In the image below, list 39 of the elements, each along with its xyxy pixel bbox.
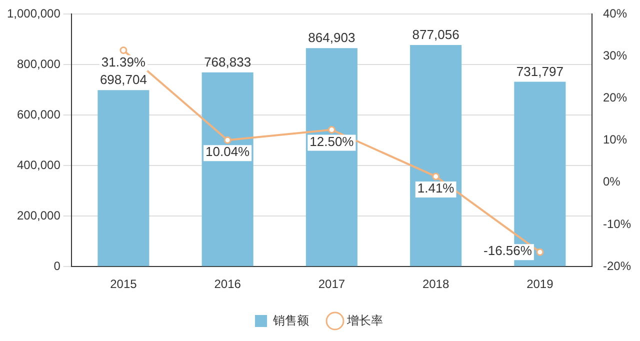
data-label: 12.50% <box>310 134 354 149</box>
x-tick-label: 2019 <box>526 277 554 292</box>
point <box>536 248 544 256</box>
point <box>120 46 128 54</box>
point <box>224 136 232 144</box>
x-tick-label: 2017 <box>318 277 346 292</box>
y-tick-label: 200,000 <box>16 208 61 222</box>
y-tick-label: 400,000 <box>16 158 61 172</box>
data-label: 10.04% <box>206 144 250 160</box>
y2-tick-label: 40% <box>602 6 628 20</box>
y-tick-label: 600,000 <box>16 107 61 122</box>
data-label: 698,704 <box>100 72 147 88</box>
data-label: 768,833 <box>204 54 252 70</box>
bar <box>306 48 358 266</box>
y2-tick-label: 20% <box>602 90 628 105</box>
bar <box>202 72 254 266</box>
y2-tick-label: -10% <box>602 216 632 231</box>
point <box>432 172 440 180</box>
data-label: 1.41% <box>417 180 455 196</box>
bar <box>98 90 150 266</box>
data-label: 31.39% <box>101 54 146 70</box>
y-tick-label: 800,000 <box>16 56 61 71</box>
y-tick-label: 0 <box>54 258 61 273</box>
y-tick-label: 1,000,000 <box>6 6 61 20</box>
x-tick-label: 2015 <box>110 277 138 292</box>
y2-tick-label: -20% <box>602 258 632 273</box>
x-tick-label: 2016 <box>214 277 242 292</box>
y2-tick-label: 30% <box>602 48 628 62</box>
data-label: 877,056 <box>412 27 460 42</box>
point <box>328 126 336 134</box>
bar <box>410 45 462 266</box>
x-tick-label: 2018 <box>422 277 450 292</box>
data-label: -16.56% <box>484 243 532 258</box>
data-label: 864,903 <box>308 30 356 46</box>
y2-tick-label: 10% <box>602 132 628 147</box>
y2-tick-label: 0% <box>602 174 621 189</box>
data-label: 731,797 <box>516 64 564 79</box>
legend-label: 销售额 <box>272 313 309 328</box>
legend-label: 增长率 <box>346 313 383 328</box>
